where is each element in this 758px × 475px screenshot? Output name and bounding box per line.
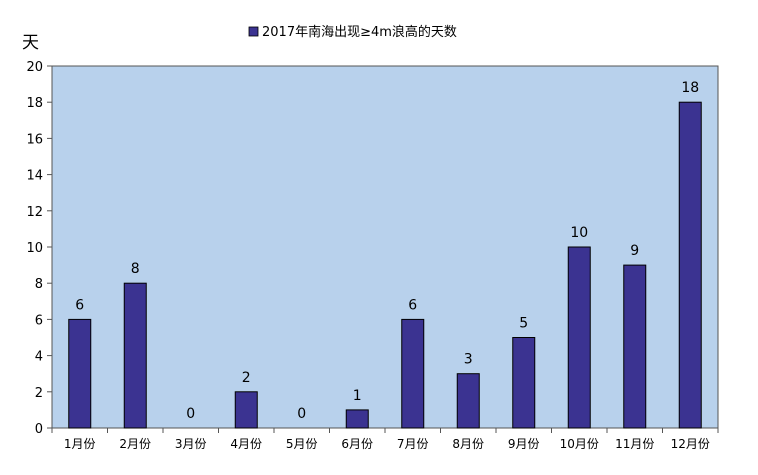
bar-value-label: 10 — [570, 225, 588, 241]
bar — [401, 318, 425, 429]
bar — [456, 373, 480, 429]
x-tick-label: 9月份 — [508, 437, 540, 451]
bar-value-label: 5 — [519, 316, 528, 332]
data-labels: 6 8 0 2 0 1 6 3 5 10 9 18 — [75, 80, 699, 422]
y-tick-label: 8 — [35, 277, 43, 292]
legend: 2017年南海出现≥4m浪高的天数 — [248, 24, 457, 40]
x-tick-label: 3月份 — [175, 437, 207, 451]
bar — [567, 246, 591, 429]
bar — [512, 337, 536, 429]
y-tick-label: 18 — [26, 96, 43, 111]
plot-area — [51, 65, 719, 429]
legend-swatch — [248, 26, 259, 37]
bar-value-label: 6 — [75, 297, 84, 313]
x-axis — [51, 428, 719, 433]
bar-value-label: 2 — [242, 370, 251, 386]
x-tick-label: 11月份 — [615, 437, 654, 451]
bar — [345, 409, 369, 429]
bar-value-label: 6 — [408, 297, 417, 313]
x-tick-label: 1月份 — [64, 437, 96, 451]
bar-value-label: 1 — [353, 388, 362, 404]
bar-value-label: 18 — [681, 80, 699, 96]
bar-series — [68, 101, 702, 429]
x-tick-label: 6月份 — [341, 437, 373, 451]
bar — [678, 101, 702, 429]
x-tick-label: 12月份 — [671, 437, 710, 451]
y-tick-label: 10 — [26, 241, 43, 256]
bar-value-label: 9 — [630, 243, 639, 259]
y-tick-label: 0 — [35, 422, 43, 437]
y-tick-label: 12 — [26, 205, 43, 220]
x-tick-label: 8月份 — [452, 437, 484, 451]
y-tick-label: 2 — [35, 386, 43, 401]
bar — [123, 282, 147, 429]
bar-value-label: 3 — [464, 352, 473, 368]
x-tick-label: 4月份 — [230, 437, 262, 451]
bar — [623, 264, 647, 429]
y-tick-label: 14 — [26, 169, 43, 184]
x-tick-label: 2月份 — [119, 437, 151, 451]
x-tick-labels: 1月份 2月份 3月份 4月份 5月份 6月份 7月份 8月份 9月份 10月份 11月份 12月份 — [64, 437, 710, 451]
x-tick-label: 5月份 — [286, 437, 318, 451]
y-axis-label: 天 — [22, 33, 39, 53]
bar — [234, 391, 258, 429]
legend-label: 2017年南海出现≥4m浪高的天数 — [262, 24, 457, 40]
y-tick-label: 16 — [26, 132, 43, 147]
y-tick-label: 4 — [35, 350, 43, 365]
x-tick-label: 10月份 — [560, 437, 599, 451]
y-tick-label: 6 — [35, 313, 43, 328]
bar-value-label: 0 — [297, 406, 306, 422]
bar — [68, 318, 92, 429]
y-axis: 0 2 4 6 8 10 12 14 16 18 20 — [26, 60, 52, 437]
bar-value-label: 8 — [131, 261, 140, 277]
y-tick-label: 20 — [26, 60, 43, 75]
x-tick-label: 7月份 — [397, 437, 429, 451]
bar-value-label: 0 — [186, 406, 195, 422]
